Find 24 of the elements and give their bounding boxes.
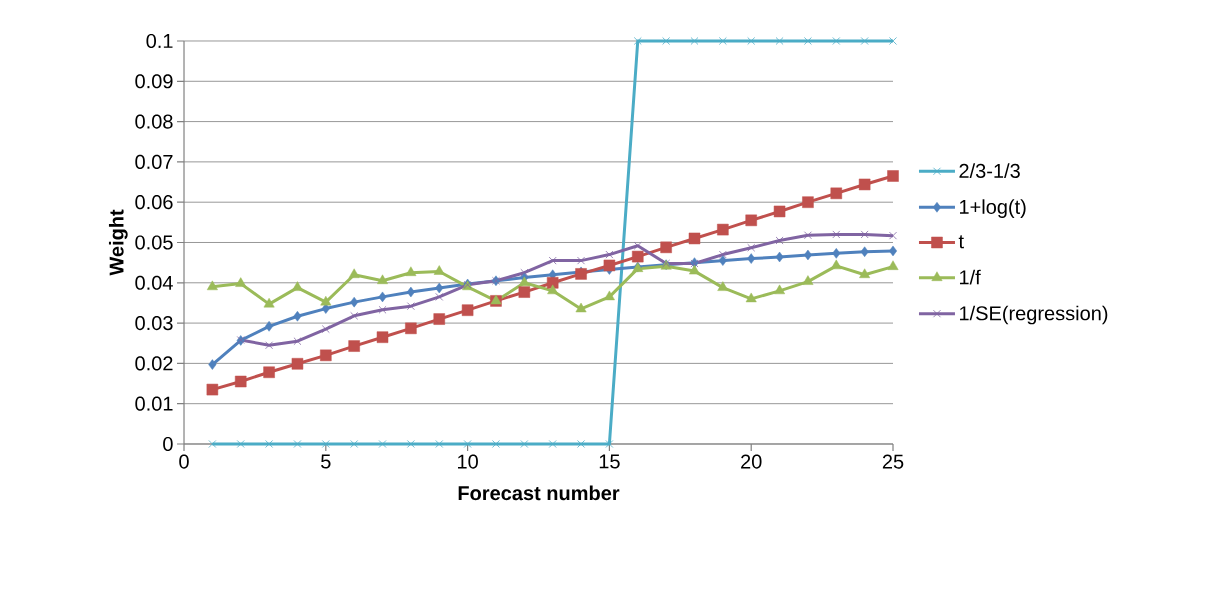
y-tick-label: 0.04	[135, 275, 173, 290]
x-tick-label: 20	[741, 454, 762, 469]
legend-label: 1/SE(regression)	[959, 305, 1108, 325]
y-tick-label: 0.07	[135, 154, 173, 169]
x-tick-label: 5	[321, 454, 331, 469]
y-tick-label: 0.03	[135, 316, 173, 331]
x-axis-title: Forecast number	[458, 485, 620, 501]
y-axis-title: Weight	[108, 209, 128, 276]
y-tick-label: 0.05	[135, 235, 173, 250]
y-tick-label: 0.02	[135, 356, 173, 371]
x-tick-label: 0	[179, 454, 189, 469]
y-tick-label: 0.08	[135, 114, 173, 129]
legend-label: t	[958, 235, 964, 249]
y-tick-label: 0.01	[135, 396, 173, 411]
y-tick-label: 0.1	[146, 33, 173, 49]
x-tick-label: 10	[458, 454, 478, 469]
x-tick-label: 15	[599, 454, 620, 469]
y-tick-label: 0	[163, 436, 173, 452]
y-tick-label: 0.06	[135, 195, 173, 210]
x-tick-label: 25	[882, 454, 904, 469]
legend-label: 2/3-1/3	[959, 163, 1020, 178]
legend-label: 1/f	[959, 269, 981, 285]
y-tick-label: 0.09	[135, 74, 173, 89]
legend-label: 1+log(t)	[959, 199, 1026, 218]
